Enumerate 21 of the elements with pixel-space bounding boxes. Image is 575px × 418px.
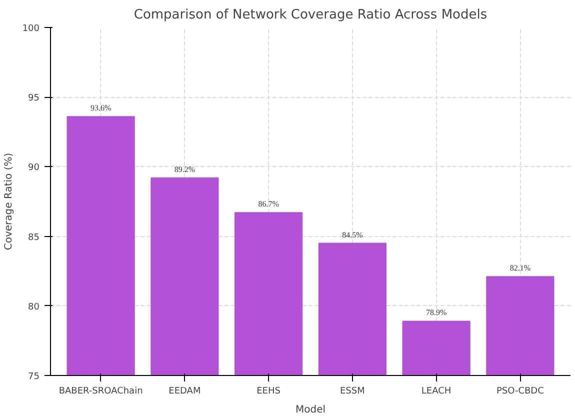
y-tick-label: 85 — [28, 232, 40, 243]
data-label: 82.1% — [510, 264, 531, 273]
y-tick-label: 75 — [28, 372, 40, 382]
x-axis-title: Model — [295, 404, 326, 416]
x-tick-label: BABER-SROAChain — [58, 386, 143, 396]
x-tick-label: EEHS — [256, 386, 281, 396]
data-label: 93.6% — [90, 104, 112, 113]
y-tick-label: 90 — [28, 163, 40, 174]
y-axis-title: Coverage Ratio (%) — [3, 152, 14, 250]
y-tick-label: 100 — [22, 24, 40, 34]
chart-title: Comparison of Network Coverage Ratio Across Models — [134, 8, 488, 22]
data-label: 89.2% — [174, 164, 196, 174]
x-tick-label: EEDAM — [168, 386, 201, 396]
y-tick-label: 95 — [28, 94, 40, 104]
data-label: 86.7% — [258, 200, 280, 209]
x-tick-label: LEACH — [421, 386, 452, 396]
y-tick-label: 80 — [28, 302, 40, 312]
x-tick-label: PSO-CBDC — [496, 386, 544, 396]
x-tick-label: ESSM — [340, 386, 365, 396]
data-label: 78.9% — [426, 308, 447, 318]
data-label: 84.5% — [342, 230, 364, 240]
